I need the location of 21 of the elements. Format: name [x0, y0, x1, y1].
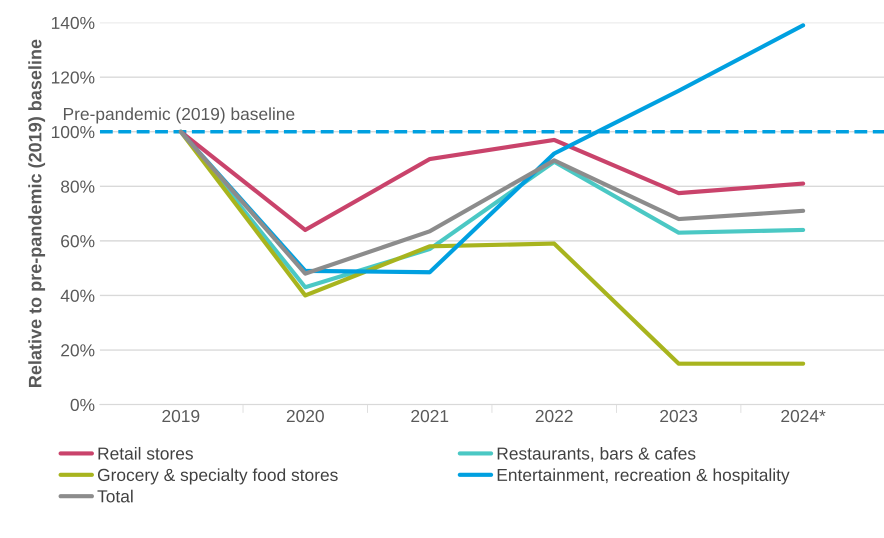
x-tick-label: 2022 [536, 410, 573, 422]
x-tick-label: 2023 [660, 410, 698, 422]
legend-label: Total [97, 490, 133, 502]
legend-label: Grocery & specialty food stores [98, 468, 338, 485]
y-tick-label: 0% [70, 398, 94, 412]
legend-label: Entertainment, recreation & hospitality [498, 468, 790, 485]
y-tick-label: 60% [61, 235, 94, 248]
legend-label: Retail stores [98, 446, 193, 460]
y-tick-label: 120% [52, 71, 94, 84]
y-axis-title: Relative to pre-pandemic (2019) baseline [28, 40, 46, 387]
y-tick-label: 140% [52, 16, 94, 30]
x-tick-label: 2020 [286, 410, 324, 422]
y-tick-label: 40% [60, 290, 94, 302]
x-tick-label: 2021 [411, 410, 448, 422]
x-tick-label: 2024* [781, 410, 826, 422]
y-tick-label: 100% [52, 126, 94, 138]
ref-line-label: Pre-pandemic (2019) baseline [64, 107, 294, 124]
x-tick-label: 2019 [162, 410, 200, 422]
y-tick-label: 20% [61, 344, 94, 356]
y-tick-label: 80% [61, 180, 94, 193]
legend-label: Restaurants, bars & cafes [498, 446, 696, 462]
